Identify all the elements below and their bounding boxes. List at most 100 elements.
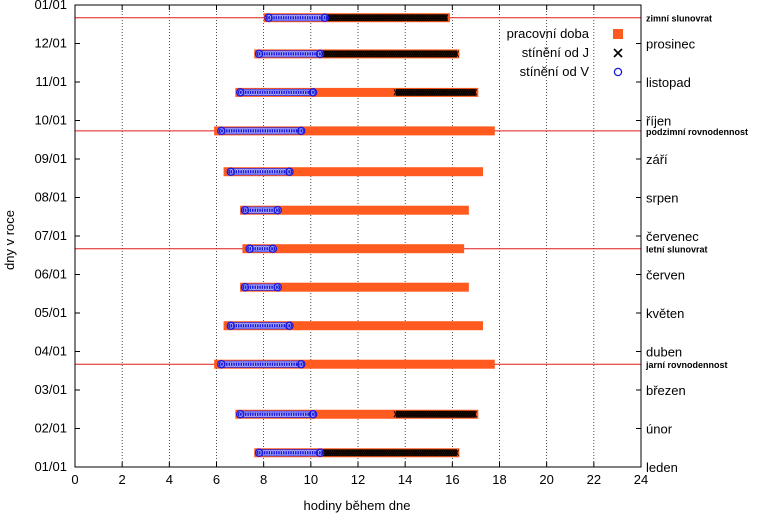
east-shading-end-marker: [320, 13, 330, 22]
east-shading-bar: [235, 410, 318, 419]
east-shading-marker: [285, 127, 291, 134]
east-shading-marker: [296, 50, 303, 57]
y-tick-label: 12/01: [34, 36, 67, 51]
east-shading-end-marker: [285, 321, 294, 330]
work-hours-bar: [235, 409, 479, 419]
east-shading-marker: [268, 127, 275, 134]
east-shading-marker: [306, 89, 313, 96]
east-shading-marker: [256, 127, 263, 134]
east-shading-end-marker: [285, 167, 294, 176]
east-shading-marker: [265, 207, 272, 214]
month-label: červen: [646, 268, 685, 283]
east-shading-marker: [263, 245, 269, 252]
month-label: červenec: [646, 229, 699, 244]
east-shading-marker: [272, 50, 279, 57]
month-label: srpen: [646, 191, 679, 206]
east-shading-marker: [246, 207, 253, 214]
south-shading-markers: [393, 411, 478, 418]
month-label: září: [646, 152, 668, 167]
east-shading-marker: [256, 168, 262, 175]
east-shading-marker: [280, 361, 287, 368]
east-shading-marker: [284, 411, 291, 418]
south-shading-bar: [393, 410, 478, 418]
season-labels: jarní rovnodennost letní slunovrat podzimn…: [645, 14, 748, 370]
east-shading-marker: [246, 361, 253, 368]
east-shading-marker: [263, 127, 270, 134]
east-shading-fill: [228, 322, 292, 330]
east-shading-marker: [248, 168, 255, 175]
y-tick-label: 01/01: [34, 0, 67, 12]
east-shading-marker: [301, 449, 308, 456]
east-shading-marker: [308, 50, 315, 57]
east-shading-marker: [286, 50, 293, 57]
month-label: březen: [646, 383, 686, 398]
east-shading-marker: [258, 245, 265, 252]
legend-label: stínění od J: [522, 45, 589, 60]
legend-x-icon: [613, 48, 623, 58]
east-shading-marker: [246, 89, 253, 96]
east-shading-marker: [277, 14, 283, 21]
east-shading-end-marker: [226, 167, 236, 176]
east-shading-bar: [254, 448, 325, 458]
east-shading-marker: [313, 50, 320, 57]
east-shading-marker: [246, 322, 253, 329]
east-shading-marker: [275, 411, 282, 418]
east-shading-bar: [240, 205, 282, 215]
east-shading-bar: [226, 321, 294, 330]
east-shading-marker: [241, 168, 248, 175]
east-shading-marker: [234, 361, 241, 368]
east-shading-marker: [251, 411, 258, 418]
east-shading-end-marker: [235, 410, 245, 419]
east-shading-marker: [251, 207, 257, 214]
east-shading-marker: [279, 449, 286, 456]
east-shading-marker: [260, 89, 267, 96]
east-shading-marker: [313, 14, 319, 21]
east-shading-end-marker: [264, 13, 273, 22]
south-shading-bar: [320, 449, 460, 457]
work-hours-bar: [214, 126, 495, 136]
month-label: květen: [646, 306, 684, 321]
east-shading-marker: [251, 127, 258, 134]
east-shading-marker: [244, 361, 251, 368]
east-shading-marker: [253, 207, 260, 214]
x-tick-label: 12: [351, 472, 365, 487]
east-shading-marker: [239, 322, 246, 329]
south-shading-markers: [393, 89, 478, 96]
x-tick-label: 2: [119, 472, 126, 487]
east-shading-marker: [298, 50, 305, 57]
east-shading-marker: [246, 284, 253, 291]
east-shading-marker: [289, 50, 296, 57]
x-tick-label: 22: [587, 472, 601, 487]
east-shading-marker: [260, 322, 267, 329]
east-shading-marker: [232, 127, 239, 134]
east-shading-marker: [265, 127, 272, 134]
month-labels: leden únor březen duben květen červen červenec…: [646, 37, 699, 476]
y-tick-label: 08/01: [34, 190, 67, 205]
x-tick-label: 0: [71, 472, 78, 487]
east-shading-marker: [294, 411, 301, 418]
x-axis-title: hodiny během dne: [304, 498, 411, 513]
east-shading-marker: [269, 14, 276, 21]
east-shading-marker: [232, 168, 238, 175]
x-tick-label: 8: [260, 472, 267, 487]
east-shading-end-marker: [273, 282, 282, 292]
east-shading-marker: [260, 284, 267, 291]
east-shading-marker: [294, 89, 301, 96]
east-shading-marker: [294, 449, 300, 456]
east-shading-marker: [258, 284, 265, 291]
east-shading-marker: [289, 14, 295, 21]
east-shading-marker: [265, 411, 272, 418]
east-shading-marker: [306, 411, 313, 418]
east-shading-marker: [241, 322, 248, 329]
east-shading-end-marker: [273, 205, 282, 215]
east-shading-marker: [273, 361, 279, 368]
east-shading-marker: [282, 411, 289, 418]
east-shading-marker: [227, 361, 234, 368]
season-label: podzimní rovnodennost: [646, 127, 748, 137]
east-shading-marker: [256, 411, 262, 418]
east-shading-marker: [277, 127, 284, 134]
south-shading-bar: [325, 14, 449, 22]
east-shading-marker: [270, 168, 277, 175]
east-shading-marker: [272, 322, 279, 329]
